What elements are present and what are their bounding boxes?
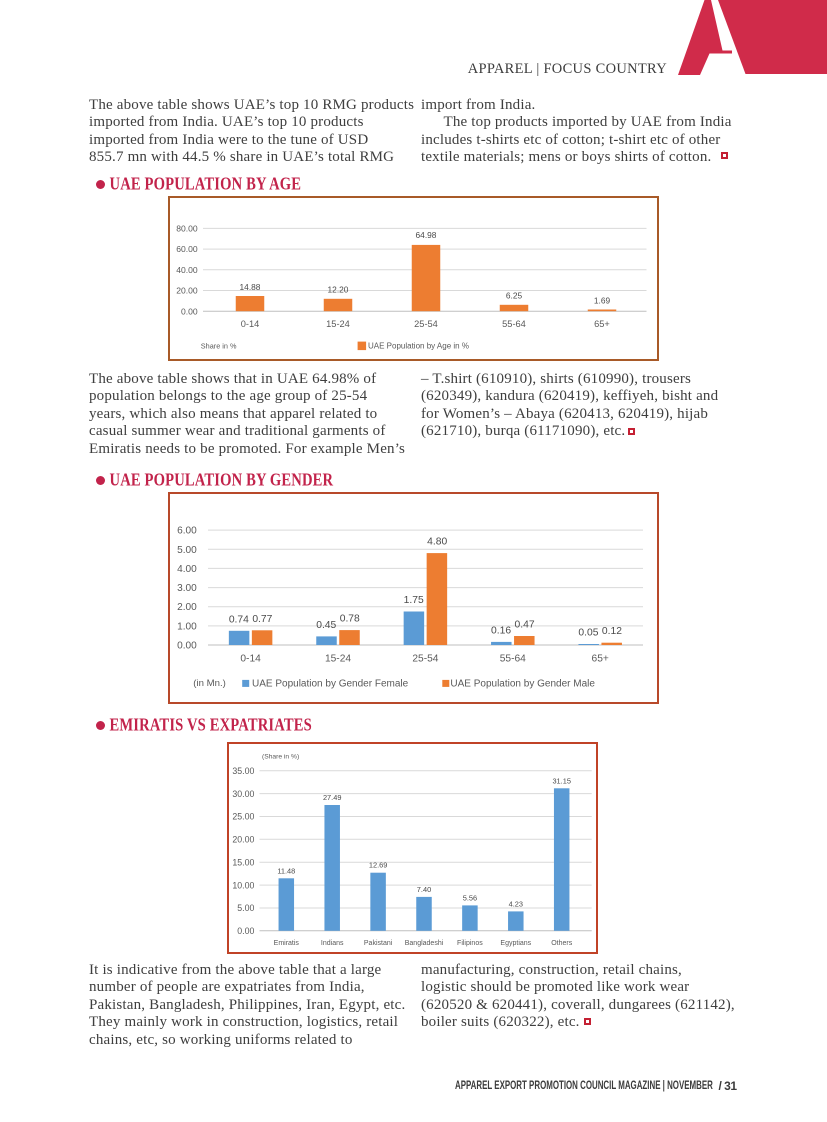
svg-text:10.00: 10.00: [232, 880, 254, 890]
svg-text:Share in %: Share in %: [201, 342, 237, 351]
svg-text:0.00: 0.00: [237, 926, 254, 936]
svg-text:55-64: 55-64: [502, 319, 526, 329]
svg-text:35.00: 35.00: [232, 766, 254, 776]
svg-text:0.45: 0.45: [316, 620, 336, 631]
svg-text:0-14: 0-14: [240, 654, 261, 665]
svg-text:55-64: 55-64: [500, 654, 526, 665]
svg-text:1.00: 1.00: [177, 621, 197, 632]
svg-text:15-24: 15-24: [326, 319, 350, 329]
svg-text:Emiratis: Emiratis: [274, 940, 300, 947]
svg-text:14.88: 14.88: [240, 282, 261, 292]
svg-text:60.00: 60.00: [176, 244, 198, 254]
svg-text:0.78: 0.78: [340, 614, 360, 625]
svg-text:5.00: 5.00: [177, 545, 197, 556]
svg-text:Others: Others: [551, 940, 573, 947]
svg-text:27.49: 27.49: [323, 793, 342, 802]
svg-text:2.00: 2.00: [177, 602, 197, 613]
svg-text:15-24: 15-24: [325, 654, 351, 665]
svg-text:Pakistani: Pakistani: [364, 940, 393, 947]
svg-text:65+: 65+: [594, 319, 610, 329]
svg-text:30.00: 30.00: [232, 789, 254, 799]
svg-text:64.98: 64.98: [416, 230, 437, 240]
svg-text:6.00: 6.00: [177, 526, 197, 537]
svg-text:80.00: 80.00: [176, 224, 198, 234]
svg-text:3.00: 3.00: [177, 583, 197, 594]
svg-text:(in Mn.): (in Mn.): [193, 678, 226, 689]
svg-text:31.15: 31.15: [552, 776, 571, 785]
svg-text:65+: 65+: [592, 654, 609, 665]
svg-text:0.05: 0.05: [578, 628, 598, 639]
svg-text:1.75: 1.75: [404, 595, 424, 606]
svg-text:4.00: 4.00: [177, 564, 197, 575]
svg-text:4.23: 4.23: [509, 899, 523, 908]
svg-text:0.77: 0.77: [252, 614, 272, 625]
svg-text:7.40: 7.40: [417, 885, 431, 894]
svg-text:25-54: 25-54: [414, 319, 438, 329]
svg-text:UAE Population by Gender Male: UAE Population by Gender Male: [450, 678, 595, 689]
svg-text:0.16: 0.16: [491, 625, 511, 636]
svg-text:25-54: 25-54: [412, 654, 438, 665]
svg-text:0.47: 0.47: [515, 620, 535, 631]
svg-text:20.00: 20.00: [232, 835, 254, 845]
svg-text:15.00: 15.00: [232, 857, 254, 867]
svg-text:0.00: 0.00: [181, 306, 198, 316]
svg-text:0.74: 0.74: [229, 614, 249, 625]
svg-text:0.12: 0.12: [602, 626, 622, 637]
svg-text:UAE Population by Age in %: UAE Population by Age in %: [368, 342, 469, 351]
svg-text:4.80: 4.80: [427, 537, 447, 548]
svg-text:Egyptians: Egyptians: [500, 940, 531, 947]
svg-text:6.25: 6.25: [506, 291, 523, 301]
svg-text:12.69: 12.69: [369, 861, 388, 870]
svg-text:Indians: Indians: [321, 940, 344, 947]
svg-text:Filipinos: Filipinos: [457, 940, 483, 947]
svg-text:11.48: 11.48: [277, 866, 295, 875]
svg-text:5.00: 5.00: [237, 903, 254, 913]
svg-text:0.00: 0.00: [177, 641, 197, 652]
svg-text:UAE Population by Gender Femal: UAE Population by Gender Female: [252, 678, 409, 689]
svg-text:(Share in %): (Share in %): [262, 754, 299, 761]
svg-text:Bangladeshi: Bangladeshi: [405, 940, 444, 947]
svg-text:5.56: 5.56: [463, 893, 477, 902]
svg-text:12.20: 12.20: [328, 285, 349, 295]
svg-text:0-14: 0-14: [241, 319, 260, 329]
svg-text:40.00: 40.00: [176, 265, 198, 275]
svg-text:20.00: 20.00: [176, 286, 198, 296]
svg-text:25.00: 25.00: [232, 812, 254, 822]
svg-text:1.69: 1.69: [594, 295, 611, 305]
